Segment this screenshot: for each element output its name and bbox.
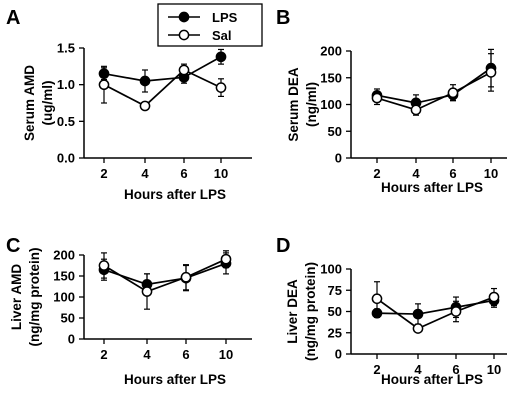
y-axis-label: Serum AMD: [22, 65, 37, 141]
panel-c: C 0 50 100 150 200 2 4 6 10 Liver AMD (ng/mg protei…: [6, 235, 252, 387]
data-point: [410, 104, 422, 116]
legend-label: LPS: [212, 10, 238, 25]
y-tick-label: 100: [53, 290, 75, 305]
series-sal: [98, 250, 232, 310]
x-tick-label: 2: [373, 166, 380, 181]
x-tick-label: 2: [100, 166, 107, 181]
panel-letter: A: [6, 7, 20, 29]
x-tick-label: 2: [373, 362, 380, 377]
data-point: [178, 64, 190, 76]
legend: LPS Sal: [157, 3, 263, 47]
y-tick-label: 1.0: [57, 77, 75, 92]
panel-d: D 0 25 50 75 100 2 4 6 10 Liver DEA (ng/mg protein)…: [276, 235, 507, 387]
x-tick-label: 2: [100, 347, 107, 362]
y-tick-label: 0: [335, 151, 342, 166]
data-point: [180, 271, 192, 283]
x-tick-label: 6: [182, 347, 189, 362]
data-point: [139, 100, 151, 112]
data-point: [98, 79, 110, 91]
data-point: [488, 291, 500, 303]
y-tick-label: 50: [328, 304, 342, 319]
y-tick-label: 150: [320, 70, 342, 85]
x-tick-label: 10: [487, 362, 501, 377]
x-tick-label: 6: [180, 166, 187, 181]
x-tick-label: 10: [214, 166, 228, 181]
legend-label: Sal: [212, 28, 232, 43]
data-point: [215, 82, 227, 93]
data-point: [447, 87, 459, 99]
x-tick-label: 4: [414, 362, 422, 377]
panel-b: B 0 50 100 150 200 2 4 6 10 Serum DEA (ng/ml) Hours …: [276, 7, 507, 195]
series-line: [103, 262, 227, 286]
data-point: [371, 92, 383, 104]
series-lps: [98, 48, 227, 93]
panel-a: A 0.0 0.5 1.0 1.5 2 4 6 10 Serum AMD (ug/ml) Hours …: [6, 7, 252, 202]
data-point: [485, 67, 497, 78]
series-line: [103, 56, 222, 82]
data-point: [215, 51, 227, 63]
series-sal: [371, 53, 497, 116]
data-point: [220, 253, 232, 265]
y-axis-label: (ng/ml): [304, 82, 319, 127]
y-tick-label: 0.0: [57, 151, 75, 166]
y-axis-label: Serum DEA: [286, 67, 301, 142]
x-tick-label: 6: [449, 166, 456, 181]
data-point: [450, 306, 462, 317]
y-axis-label: (ug/ml): [40, 81, 55, 126]
legend-marker: [178, 29, 190, 41]
x-tick-label: 4: [143, 347, 151, 362]
data-point: [141, 286, 153, 297]
y-axis-label: (ng/mg protein): [27, 248, 42, 347]
x-axis-label: Hours after LPS: [381, 180, 483, 195]
data-point: [371, 293, 383, 305]
x-axis-label: Hours after LPS: [124, 187, 226, 202]
y-tick-label: 50: [61, 311, 75, 326]
y-tick-label: 1.5: [57, 41, 75, 56]
x-tick-label: 4: [412, 166, 420, 181]
y-tick-label: 200: [320, 44, 342, 59]
y-axis-label: (ng/mg protein): [303, 262, 318, 361]
y-axis-label: Liver DEA: [285, 279, 300, 344]
panel-letter: C: [6, 235, 20, 257]
legend-marker: [178, 11, 190, 23]
y-tick-label: 0: [68, 332, 75, 347]
y-tick-label: 0.5: [57, 114, 75, 129]
series-line: [103, 68, 222, 107]
series-line: [376, 71, 492, 111]
legend-box: [157, 3, 263, 47]
x-axis-label: Hours after LPS: [124, 372, 226, 387]
y-tick-label: 25: [328, 325, 342, 340]
y-tick-label: 0: [335, 347, 342, 362]
y-tick-label: 50: [328, 124, 342, 139]
panel-letter: D: [276, 235, 290, 257]
data-point: [139, 75, 151, 87]
x-tick-label: 10: [219, 347, 233, 362]
data-point: [412, 323, 424, 334]
y-tick-label: 150: [53, 269, 75, 284]
x-axis-label: Hours after LPS: [381, 372, 483, 387]
y-tick-label: 200: [53, 248, 75, 263]
panel-letter: B: [276, 7, 290, 29]
y-tick-label: 75: [328, 283, 342, 298]
y-tick-label: 100: [320, 97, 342, 112]
series-line: [103, 258, 227, 293]
y-axis-label: Liver AMD: [9, 264, 24, 331]
x-tick-label: 6: [452, 362, 459, 377]
series-sal: [371, 281, 500, 334]
x-tick-label: 4: [141, 166, 149, 181]
x-tick-label: 10: [484, 166, 498, 181]
series-line: [376, 67, 492, 104]
series-sal: [98, 63, 227, 112]
data-point: [412, 308, 424, 320]
series-line: [376, 296, 495, 330]
data-point: [98, 260, 110, 271]
y-tick-label: 100: [320, 262, 342, 277]
